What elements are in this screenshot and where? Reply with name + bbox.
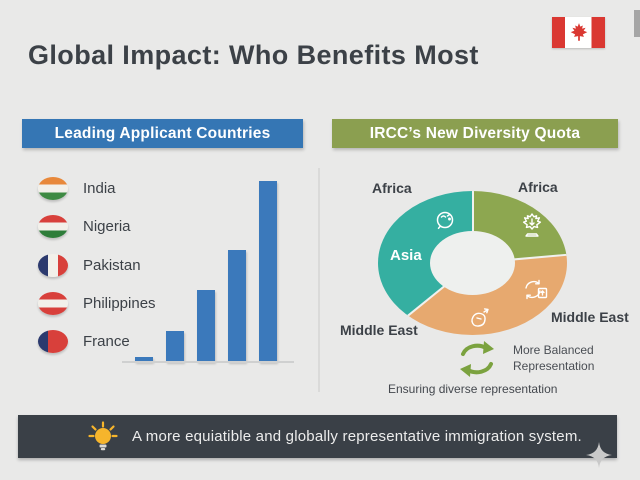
donut-hole xyxy=(430,231,515,295)
country-row: France xyxy=(38,330,156,354)
hand-icon xyxy=(471,308,489,327)
country-row: India xyxy=(38,177,156,200)
country-name: India xyxy=(83,180,116,197)
page-title: Global Impact: Who Benefits Most xyxy=(28,40,479,70)
maple-leaf-icon xyxy=(522,213,542,237)
donut-label-africa-left: Africa xyxy=(372,180,412,196)
brain-icon xyxy=(436,211,454,230)
country-flag-icon xyxy=(38,253,68,277)
bar xyxy=(228,250,246,362)
country-flag-icon xyxy=(38,330,68,354)
diversity-caption: Ensuring diverse representation xyxy=(388,382,558,396)
maple-leaf-glyph xyxy=(570,22,587,41)
sparkle-icon xyxy=(586,442,612,468)
country-name: Nigeria xyxy=(83,218,131,236)
canada-flag-icon xyxy=(552,17,605,48)
diversity-donut-chart: Asia xyxy=(378,191,567,335)
country-row: Philippines xyxy=(38,291,156,315)
country-name: Pakistan xyxy=(83,256,141,274)
country-list: India Nigeria Pakistan Philippines Franc… xyxy=(38,177,156,368)
donut-label-middle-east-left: Middle East xyxy=(340,322,418,338)
right-panel-header: IRCC’s New Diversity Quota xyxy=(332,119,618,148)
country-name: Philippines xyxy=(83,294,156,312)
takeaway-text: A more equiatible and globally represent… xyxy=(132,428,582,445)
country-flag-icon xyxy=(38,177,68,200)
left-panel-header: Leading Applicant Countries xyxy=(22,119,303,148)
bar xyxy=(135,357,153,362)
recycle-box-icon xyxy=(525,279,548,300)
country-name: France xyxy=(83,333,130,351)
takeaway-banner: A more equiatible and globally represent… xyxy=(18,415,617,458)
bar xyxy=(197,290,215,362)
balanced-representation-note: More Balanced Representation xyxy=(513,343,595,373)
refresh-arrows-icon xyxy=(460,341,494,377)
country-row: Pakistan xyxy=(38,253,156,277)
window-edge-tab xyxy=(634,10,640,37)
donut-label-africa-right: Africa xyxy=(518,179,558,195)
bar xyxy=(259,181,277,362)
donut-label-middle-east-right: Middle East xyxy=(551,309,629,325)
applicants-bar-chart xyxy=(135,180,285,362)
country-flag-icon xyxy=(38,291,68,315)
country-flag-icon xyxy=(38,215,68,239)
donut-segment-seam xyxy=(471,191,474,263)
donut-segment-label-asia: Asia xyxy=(390,247,422,264)
bar xyxy=(166,331,184,362)
country-row: Nigeria xyxy=(38,215,156,239)
lightbulb-icon xyxy=(88,420,118,450)
section-divider xyxy=(318,168,320,392)
bar-chart-baseline xyxy=(122,361,294,363)
